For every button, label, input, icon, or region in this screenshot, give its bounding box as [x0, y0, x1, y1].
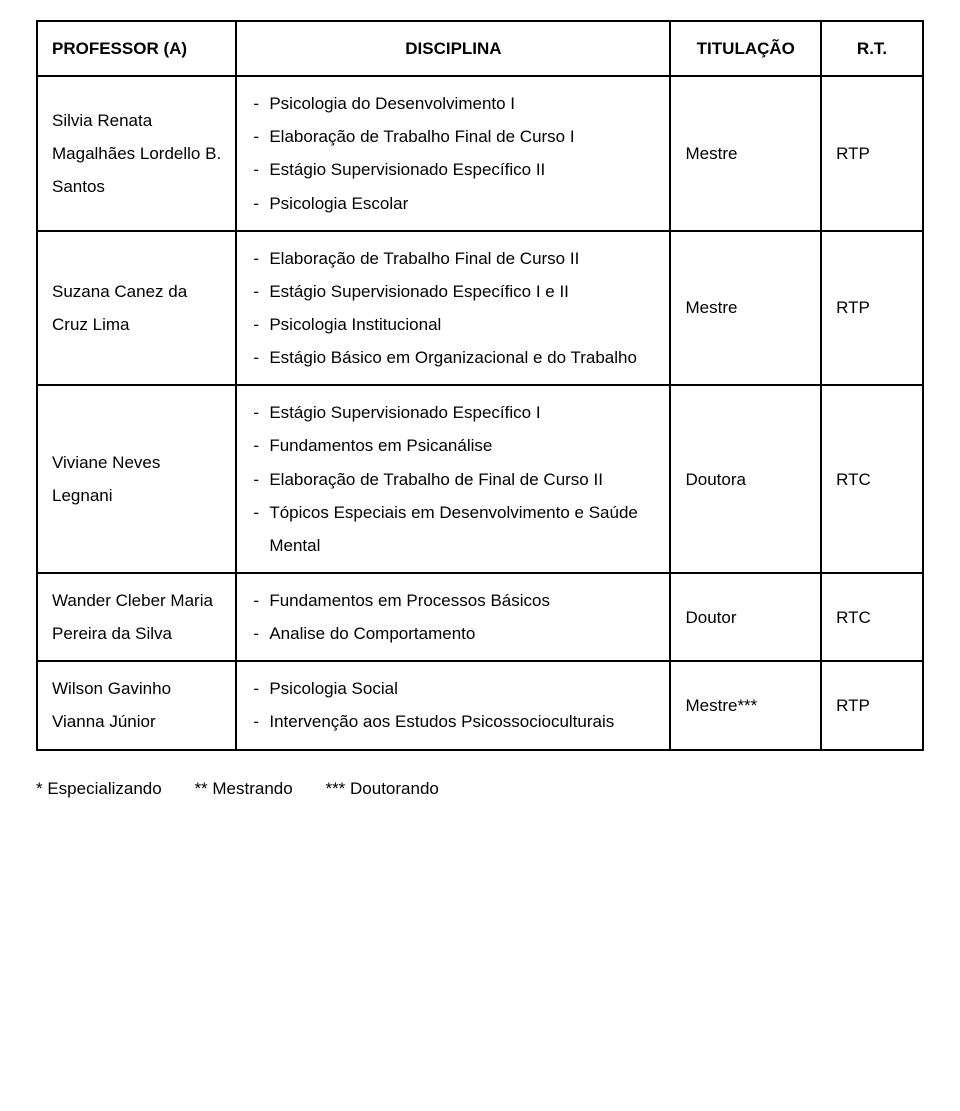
cell-titulacao: Mestre: [670, 76, 821, 231]
discipline-item: Psicologia Institucional: [251, 308, 655, 341]
discipline-item: Analise do Comportamento: [251, 617, 655, 650]
cell-disciplinas: Fundamentos em Processos Básicos Analise…: [236, 573, 670, 661]
discipline-item: Elaboração de Trabalho de Final de Curso…: [251, 463, 655, 496]
cell-rt: RTP: [821, 231, 923, 386]
cell-professor: Wander Cleber Maria Pereira da Silva: [37, 573, 236, 661]
table-row: Viviane Neves Legnani Estágio Supervisio…: [37, 385, 923, 573]
footnote-3: *** Doutorando: [325, 779, 438, 798]
discipline-item: Psicologia do Desenvolvimento I: [251, 87, 655, 120]
table-row: Wilson Gavinho Vianna Júnior Psicologia …: [37, 661, 923, 749]
header-professor: PROFESSOR (A): [37, 21, 236, 76]
cell-disciplinas: Psicologia Social Intervenção aos Estudo…: [236, 661, 670, 749]
cell-professor: Wilson Gavinho Vianna Júnior: [37, 661, 236, 749]
footnotes: * Especializando ** Mestrando *** Doutor…: [36, 779, 924, 799]
discipline-item: Estágio Básico em Organizacional e do Tr…: [251, 341, 655, 374]
cell-rt: RTP: [821, 76, 923, 231]
discipline-item: Intervenção aos Estudos Psicossociocultu…: [251, 705, 655, 738]
table-row: Wander Cleber Maria Pereira da Silva Fun…: [37, 573, 923, 661]
cell-titulacao: Mestre***: [670, 661, 821, 749]
discipline-item: Elaboração de Trabalho Final de Curso II: [251, 242, 655, 275]
cell-professor: Suzana Canez da Cruz Lima: [37, 231, 236, 386]
cell-titulacao: Doutora: [670, 385, 821, 573]
cell-disciplinas: Estágio Supervisionado Específico I Fund…: [236, 385, 670, 573]
cell-rt: RTC: [821, 573, 923, 661]
table-row: Silvia Renata Magalhães Lordello B. Sant…: [37, 76, 923, 231]
discipline-item: Tópicos Especiais em Desenvolvimento e S…: [251, 496, 655, 562]
discipline-item: Estágio Supervisionado Específico II: [251, 153, 655, 186]
discipline-item: Psicologia Social: [251, 672, 655, 705]
cell-titulacao: Doutor: [670, 573, 821, 661]
table-row: Suzana Canez da Cruz Lima Elaboração de …: [37, 231, 923, 386]
header-titulacao: TITULAÇÃO: [670, 21, 821, 76]
footnote-2: ** Mestrando: [194, 779, 292, 798]
discipline-item: Elaboração de Trabalho Final de Curso I: [251, 120, 655, 153]
cell-professor: Viviane Neves Legnani: [37, 385, 236, 573]
cell-rt: RTC: [821, 385, 923, 573]
discipline-item: Psicologia Escolar: [251, 187, 655, 220]
cell-rt: RTP: [821, 661, 923, 749]
table-header-row: PROFESSOR (A) DISCIPLINA TITULAÇÃO R.T.: [37, 21, 923, 76]
header-rt: R.T.: [821, 21, 923, 76]
cell-disciplinas: Elaboração de Trabalho Final de Curso II…: [236, 231, 670, 386]
document-page: PROFESSOR (A) DISCIPLINA TITULAÇÃO R.T. …: [0, 0, 960, 829]
cell-professor: Silvia Renata Magalhães Lordello B. Sant…: [37, 76, 236, 231]
faculty-table: PROFESSOR (A) DISCIPLINA TITULAÇÃO R.T. …: [36, 20, 924, 751]
cell-disciplinas: Psicologia do Desenvolvimento I Elaboraç…: [236, 76, 670, 231]
cell-titulacao: Mestre: [670, 231, 821, 386]
footnote-1: * Especializando: [36, 779, 162, 798]
header-disciplina: DISCIPLINA: [236, 21, 670, 76]
discipline-item: Estágio Supervisionado Específico I: [251, 396, 655, 429]
discipline-item: Estágio Supervisionado Específico I e II: [251, 275, 655, 308]
discipline-item: Fundamentos em Processos Básicos: [251, 584, 655, 617]
discipline-item: Fundamentos em Psicanálise: [251, 429, 655, 462]
